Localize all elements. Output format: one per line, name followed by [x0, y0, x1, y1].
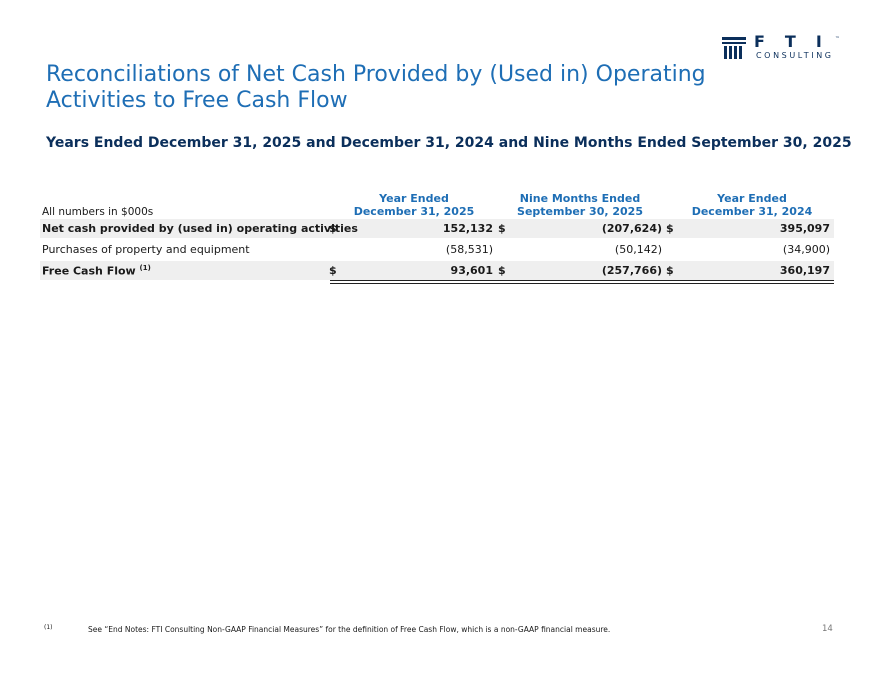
- table-row: Free Cash Flow (1) $ 93,601 $ (257,766) …: [40, 261, 834, 280]
- currency-symbol: $: [329, 264, 337, 277]
- units-label: All numbers in $000s: [42, 206, 154, 218]
- currency-symbol: $: [666, 222, 674, 235]
- page-title: Reconciliations of Net Cash Provided by …: [46, 62, 706, 113]
- total-double-rule: [330, 280, 834, 281]
- cell-value: (257,766): [601, 264, 662, 277]
- row-label-text: Free Cash Flow: [42, 264, 136, 278]
- currency-symbol: $: [498, 264, 506, 277]
- currency-symbol: $: [498, 222, 506, 235]
- page-number: 14: [822, 624, 833, 634]
- logo-subtitle: CONSULTING: [756, 51, 834, 60]
- page-subtitle: Years Ended December 31, 2025 and Decemb…: [46, 135, 852, 151]
- currency-symbol: $: [666, 264, 674, 277]
- column-header-2: Nine Months Ended September 30, 2025: [510, 192, 650, 218]
- row-label: Free Cash Flow (1): [42, 264, 151, 278]
- column-header-line1: Year Ended: [717, 192, 787, 205]
- footnote-text: See “End Notes: FTI Consulting Non-GAAP …: [88, 625, 611, 634]
- column-header-line1: Nine Months Ended: [519, 192, 641, 205]
- footnote-ref: (1): [139, 264, 151, 272]
- cell-value: 360,197: [779, 264, 830, 277]
- fti-consulting-logo: FTI ™ CONSULTING: [722, 32, 842, 64]
- logo-trademark: ™: [835, 36, 840, 42]
- cell-value: (58,531): [445, 243, 493, 256]
- column-header-1: Year Ended December 31, 2025: [344, 192, 484, 218]
- row-label: Net cash provided by (used in) operating…: [42, 222, 358, 235]
- column-header-line2: December 31, 2024: [691, 205, 813, 218]
- table-row: Purchases of property and equipment (58,…: [40, 240, 834, 259]
- cell-value: (50,142): [614, 243, 662, 256]
- column-header-line2: September 30, 2025: [517, 205, 643, 218]
- currency-symbol: $: [329, 222, 337, 235]
- building-columns-icon: [722, 37, 746, 59]
- row-label: Purchases of property and equipment: [42, 243, 250, 256]
- logo-letters: FTI: [754, 32, 842, 51]
- cell-value: 93,601: [450, 264, 493, 277]
- column-header-line2: December 31, 2025: [353, 205, 475, 218]
- footnote-mark: (1): [44, 624, 53, 631]
- total-double-rule: [330, 283, 834, 284]
- cell-value: 152,132: [442, 222, 493, 235]
- table-row: Net cash provided by (used in) operating…: [40, 219, 834, 238]
- cell-value: 395,097: [779, 222, 830, 235]
- cell-value: (34,900): [782, 243, 830, 256]
- cell-value: (207,624): [601, 222, 662, 235]
- column-header-line1: Year Ended: [379, 192, 449, 205]
- column-header-3: Year Ended December 31, 2024: [682, 192, 822, 218]
